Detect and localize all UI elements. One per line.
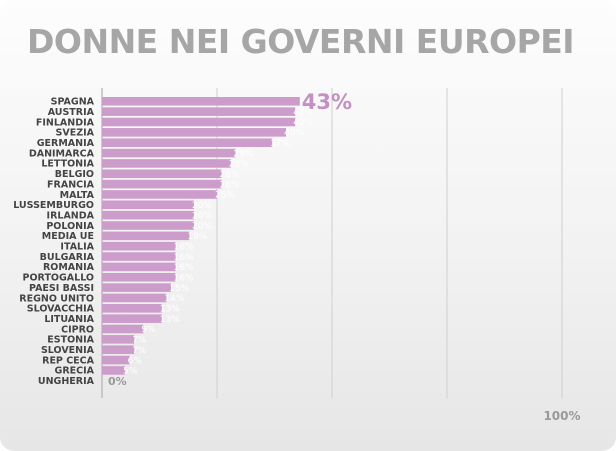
category-label: MEDIA UE (42, 231, 94, 242)
bar (102, 283, 171, 292)
category-label: CIPRO (61, 324, 94, 335)
category-label: LITUANIA (44, 314, 94, 325)
value-label: 43% (302, 90, 352, 114)
bar (102, 241, 176, 251)
category-label: POLONIA (46, 221, 94, 232)
bar (102, 107, 296, 116)
value-label: 29% (233, 149, 253, 159)
category-label: UNGHERIA (38, 376, 95, 387)
value-label: 7% (132, 336, 147, 346)
bar (102, 128, 286, 137)
value-label: 16% (174, 273, 194, 283)
category-label: ROMANIA (43, 262, 95, 273)
category-label: SLOVACCHIA (27, 304, 95, 315)
x-max-label: 100% (543, 409, 580, 423)
category-label: SPAGNA (51, 97, 95, 108)
value-label: 6% (128, 356, 143, 366)
chart-title: DONNE NEI GOVERNI EUROPEI (27, 22, 575, 61)
value-label: 0% (108, 375, 127, 388)
category-label: BELGIO (55, 169, 94, 180)
bar (102, 117, 296, 127)
category-label: LUSSEMBURGO (13, 200, 94, 211)
value-label: 16% (174, 242, 194, 252)
bar (102, 200, 194, 210)
value-label: 26% (220, 170, 240, 180)
category-label: PAESI BASSI (29, 283, 94, 294)
value-label: 13% (160, 315, 180, 325)
bar (102, 97, 300, 106)
category-label: MALTA (60, 190, 95, 201)
value-label: 20% (192, 222, 212, 232)
bar (102, 231, 190, 241)
bar (102, 148, 236, 158)
category-label: AUSTRIA (48, 107, 95, 118)
value-label: 28% (229, 160, 249, 170)
bar (102, 262, 176, 272)
bar (102, 345, 135, 354)
bar (102, 210, 194, 220)
bar (102, 221, 194, 230)
value-label: 37% (270, 139, 290, 149)
bar (102, 293, 167, 303)
bar (102, 190, 217, 199)
category-label: FINLANDIA (36, 117, 95, 128)
category-label: ITALIA (60, 242, 94, 253)
category-label: BULGARIA (40, 252, 95, 263)
category-label: GRECIA (55, 366, 95, 377)
bar (102, 355, 130, 365)
value-label: 42% (293, 118, 313, 128)
value-label: 16% (174, 253, 194, 263)
category-label: REGNO UNITO (19, 293, 94, 304)
category-label: REP CECA (42, 355, 95, 366)
bar (102, 159, 231, 168)
value-label: 20% (192, 211, 212, 221)
value-label: 40% (284, 129, 304, 139)
bar (102, 324, 144, 334)
bar (102, 366, 125, 375)
category-label: FRANCIA (47, 179, 95, 190)
value-label: 5% (123, 367, 138, 377)
value-label: 25% (215, 191, 235, 201)
value-label: 7% (132, 346, 147, 356)
category-label: LETTONIA (41, 159, 94, 170)
value-label: 14% (164, 294, 184, 304)
bar (102, 138, 273, 147)
category-label: SVEZIA (56, 128, 95, 139)
value-label: 13% (160, 305, 180, 315)
bar (102, 252, 176, 261)
bar (102, 169, 222, 179)
value-label: 19% (187, 232, 207, 242)
category-label: IRLANDA (47, 210, 95, 221)
value-label: 9% (141, 325, 156, 335)
category-label: GERMANIA (37, 138, 95, 149)
category-label: DANIMARCA (29, 148, 95, 159)
value-label: 26% (220, 180, 240, 190)
value-label: 16% (174, 263, 194, 273)
category-label: SLOVENIA (41, 345, 95, 356)
category-label: PORTOGALLO (23, 273, 94, 284)
bar (102, 335, 135, 344)
value-label: 20% (192, 201, 212, 211)
category-label: ESTONIA (47, 335, 94, 346)
bar (102, 179, 222, 189)
value-label: 15% (169, 284, 189, 294)
bar (102, 304, 162, 313)
value-label: 42% (293, 108, 313, 118)
bar (102, 314, 162, 323)
bar (102, 272, 176, 282)
